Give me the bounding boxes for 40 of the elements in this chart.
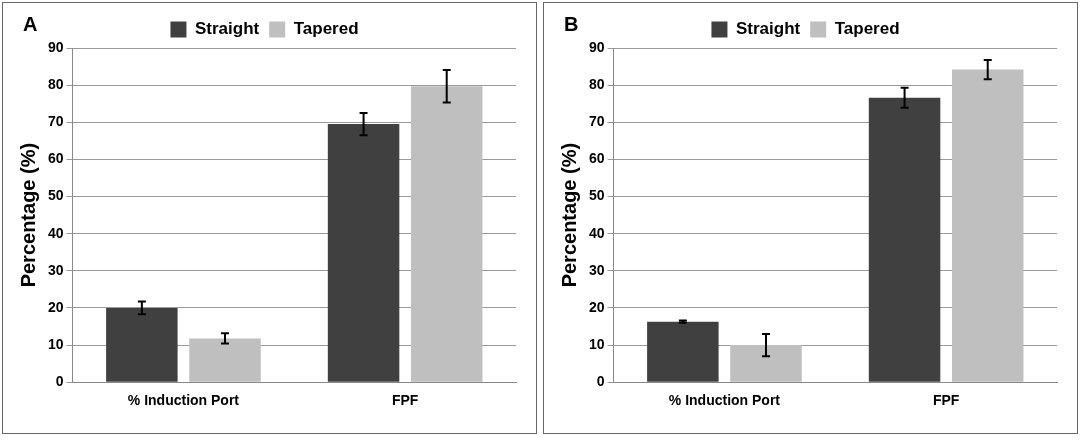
y-tick-label: 30 xyxy=(47,261,64,278)
y-tick-label: 60 xyxy=(47,150,64,167)
y-tick-label: 70 xyxy=(588,113,605,130)
y-tick-label: 40 xyxy=(588,224,605,241)
y-tick-label: 30 xyxy=(588,261,605,278)
y-tick-label: 10 xyxy=(588,335,605,352)
bar xyxy=(730,345,802,382)
text: B xyxy=(564,12,579,35)
y-tick-label: 10 xyxy=(47,335,64,352)
y-tick-label: 70 xyxy=(47,113,64,130)
y-tick-label: 20 xyxy=(588,298,605,315)
y-tick-label: 80 xyxy=(47,75,64,92)
x-tick-label: % Induction Port xyxy=(668,392,781,409)
bar xyxy=(868,97,941,382)
y-tick-label: 50 xyxy=(588,187,605,204)
bar xyxy=(327,124,400,382)
y-tick-label: 60 xyxy=(588,150,605,167)
y-tick-label: 20 xyxy=(47,298,64,315)
y-tick-label: 0 xyxy=(596,373,605,390)
bar xyxy=(951,69,1024,382)
bar xyxy=(410,86,483,382)
y-tick-label: 40 xyxy=(47,224,64,241)
legend-label: Straight xyxy=(735,19,801,39)
x-tick-label: % Induction Port xyxy=(127,392,240,409)
y-tick-label: 0 xyxy=(55,373,64,390)
legend-label: Straight xyxy=(194,19,260,39)
bar xyxy=(189,338,261,382)
bar xyxy=(106,307,178,382)
y-tick-label: 90 xyxy=(588,38,605,55)
x-tick-label: FPF xyxy=(932,392,960,409)
bar xyxy=(647,321,719,382)
legend-label: Tapered xyxy=(834,19,900,39)
y-axis-title: Percentage (%) xyxy=(557,142,580,288)
y-axis-title: Percentage (%) xyxy=(16,142,39,288)
legend-label: Tapered xyxy=(293,19,359,39)
y-tick-label: 50 xyxy=(47,187,64,204)
x-tick-label: FPF xyxy=(391,392,419,409)
y-tick-label: 80 xyxy=(588,75,605,92)
y-tick-label: 90 xyxy=(47,38,64,55)
text: A xyxy=(23,12,38,35)
